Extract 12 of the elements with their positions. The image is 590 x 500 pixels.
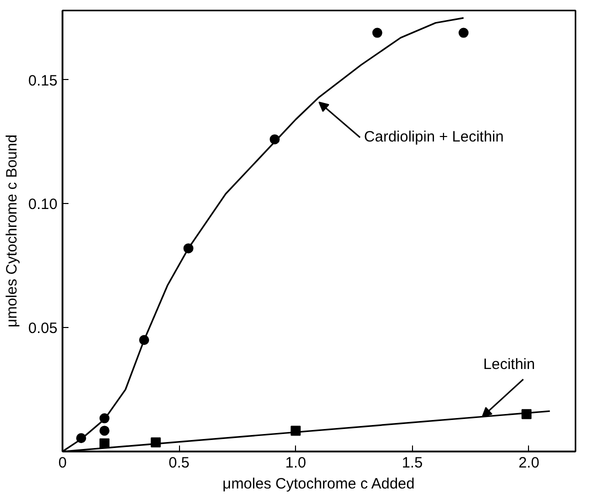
x-tick-label: 2.0 — [518, 454, 540, 472]
x-axis-title: μmoles Cytochrome c Added — [222, 476, 415, 492]
y-tick-label: 0.15 — [28, 72, 58, 90]
y-axis-title: μmoles Cytochrome c Bound — [3, 134, 20, 328]
x-tick-label: 0 — [58, 454, 67, 472]
annotation: Lecithin — [483, 356, 535, 374]
annotation: Cardiolipin + Lecithin — [364, 128, 504, 146]
x-tick-label: 1.5 — [402, 454, 423, 472]
y-tick-label: 0.05 — [28, 320, 58, 338]
x-tick-label: 0.5 — [168, 454, 190, 472]
y-tick-label: 0.10 — [28, 196, 58, 214]
x-tick-label: 1.0 — [285, 454, 306, 472]
